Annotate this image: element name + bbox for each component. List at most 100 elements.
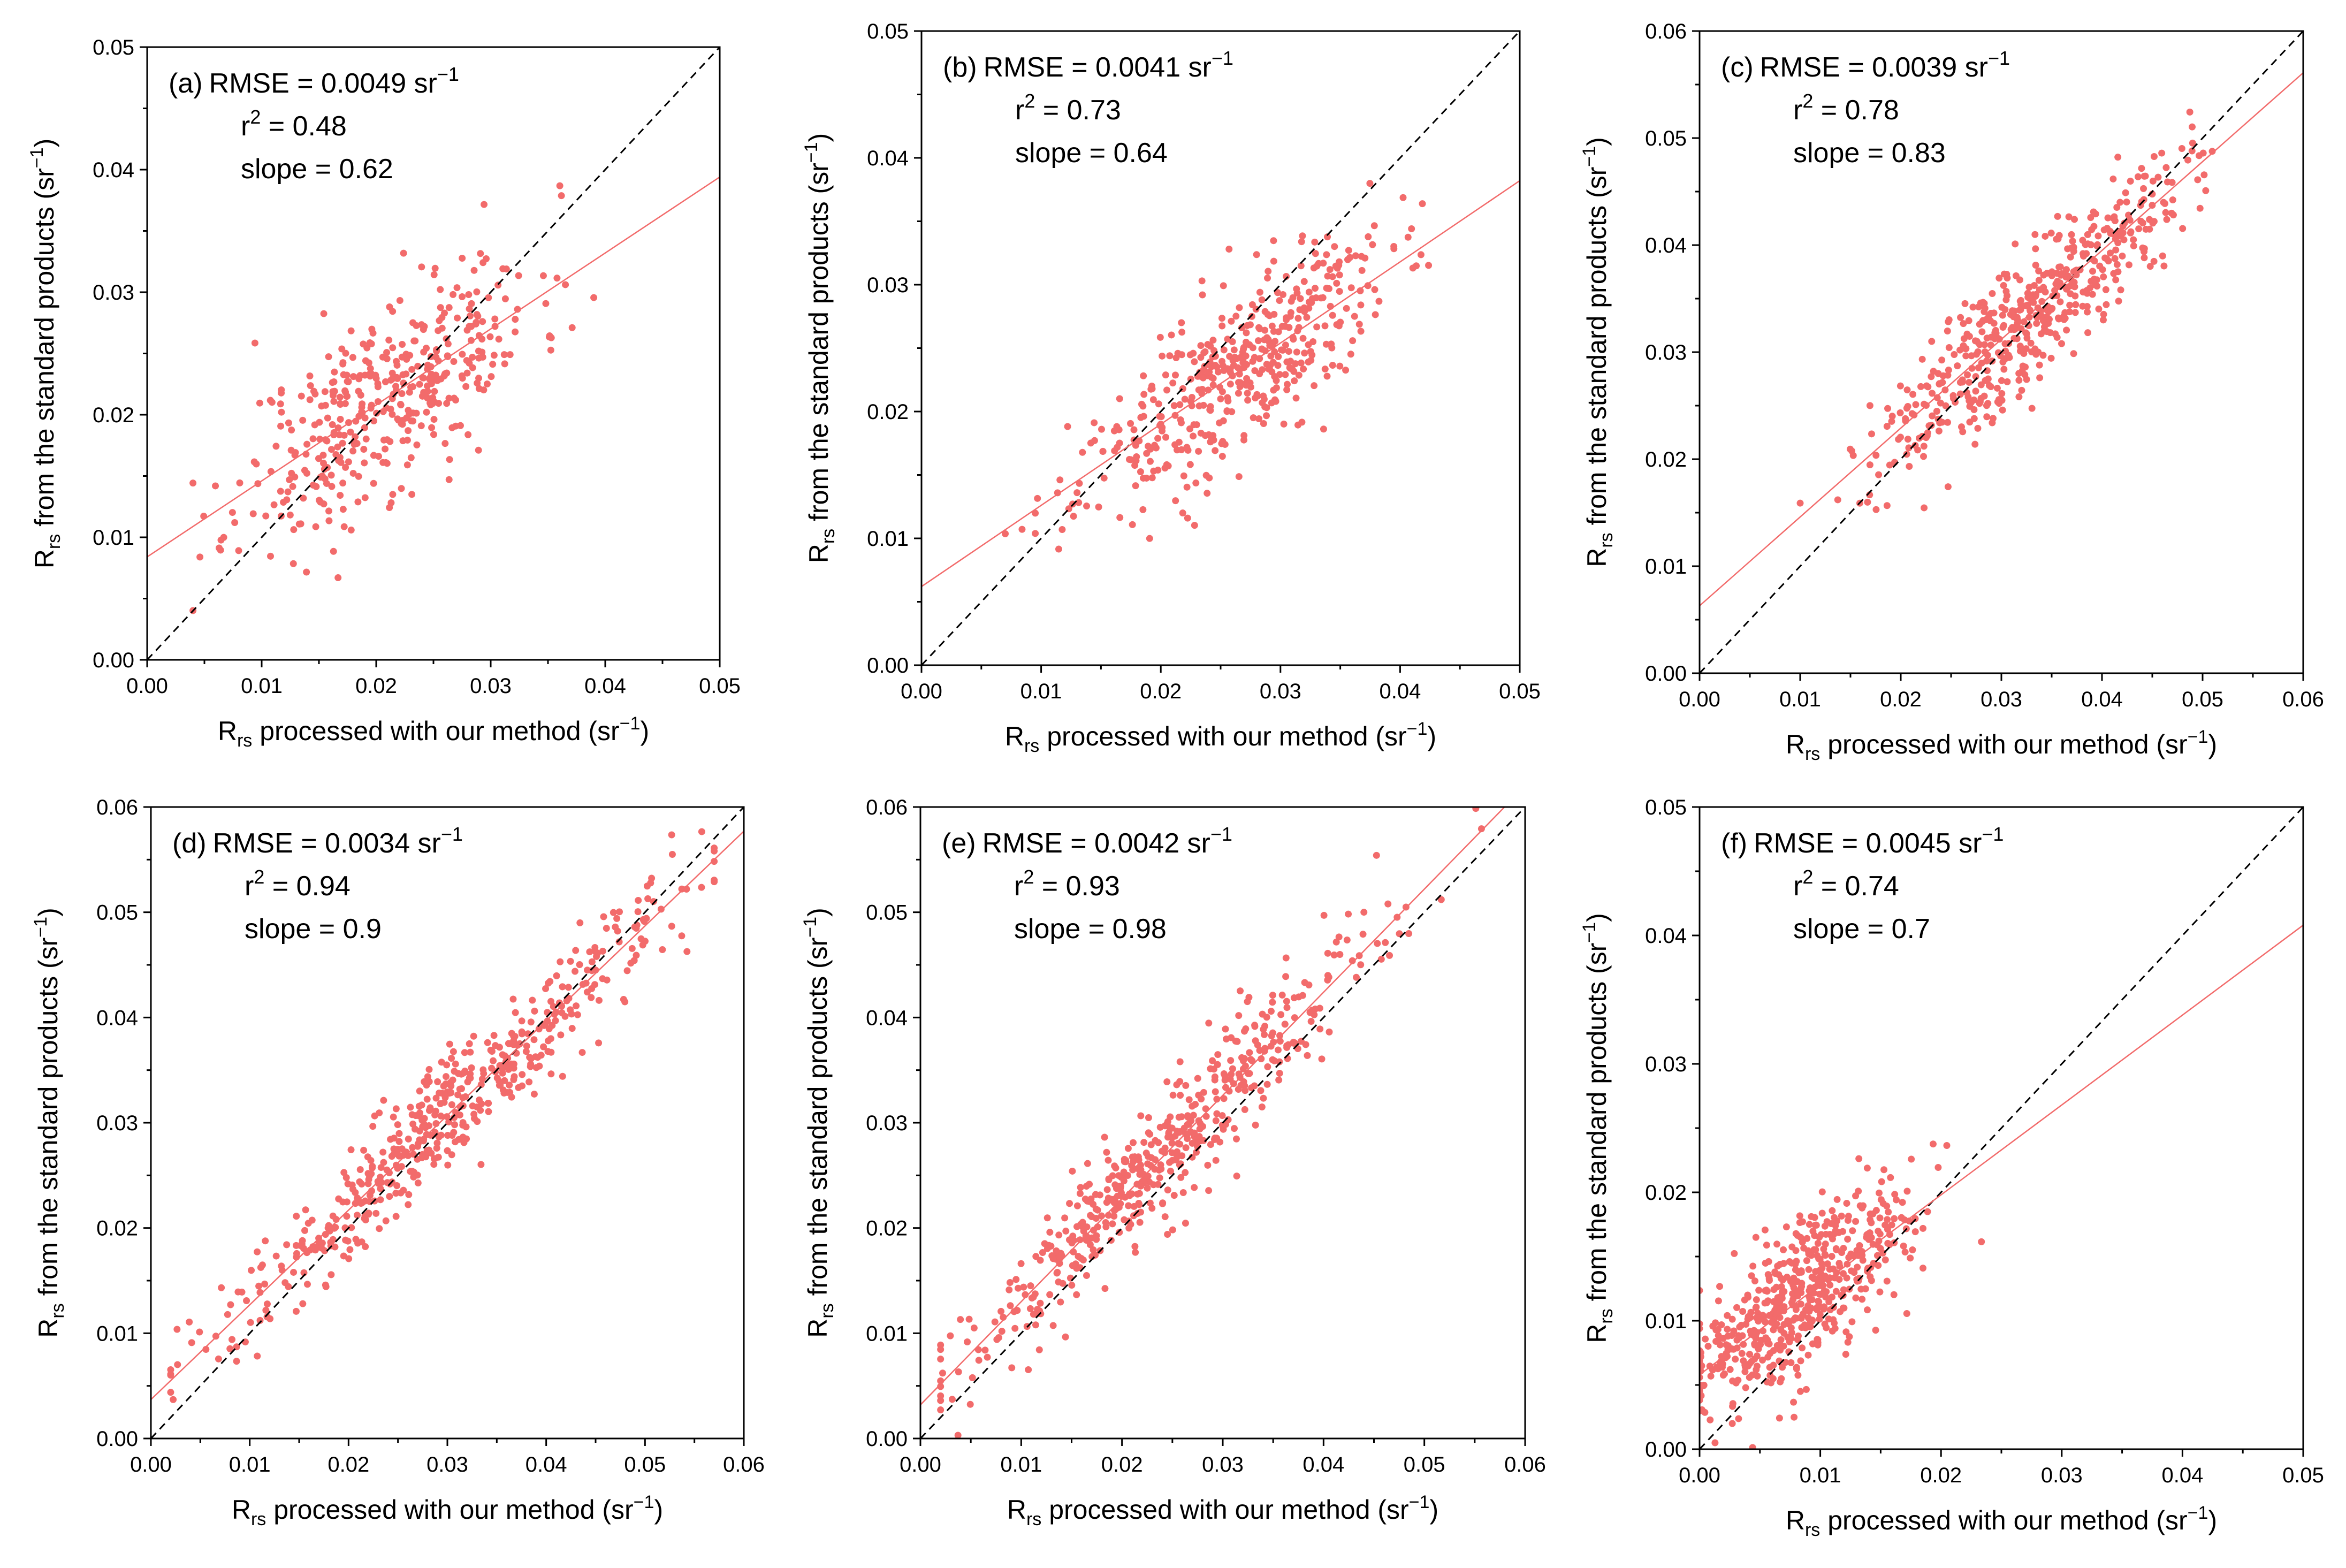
- rmse-annotation: (d) RMSE = 0.0034 sr−1: [172, 823, 463, 859]
- data-point: [2106, 249, 2114, 257]
- data-point: [1908, 1155, 1915, 1163]
- data-point: [327, 471, 335, 479]
- data-point: [509, 995, 517, 1003]
- data-point: [1903, 405, 1910, 412]
- data-point: [1848, 1318, 1856, 1326]
- data-point: [1140, 413, 1147, 420]
- data-point: [1320, 911, 1328, 919]
- data-point: [1174, 1128, 1181, 1135]
- data-point: [212, 482, 219, 490]
- data-point: [1255, 324, 1262, 331]
- data-point: [2038, 298, 2046, 305]
- x-tick-label: 0.03: [426, 1453, 468, 1476]
- slope-annotation: slope = 0.83: [1793, 138, 1946, 169]
- data-point: [1983, 413, 1991, 421]
- data-point: [1006, 1286, 1013, 1293]
- data-point: [292, 1307, 300, 1315]
- data-point: [1408, 225, 1415, 232]
- data-point: [650, 898, 657, 905]
- data-point: [447, 1089, 455, 1097]
- data-point: [1733, 1304, 1741, 1311]
- data-point: [1700, 1407, 1703, 1415]
- data-point: [1804, 1247, 1812, 1254]
- data-point: [1084, 1160, 1091, 1167]
- data-point: [1797, 1357, 1804, 1365]
- data-point: [344, 392, 351, 400]
- data-point: [572, 947, 580, 954]
- data-point: [1702, 1335, 1709, 1343]
- data-point: [1936, 419, 1944, 427]
- data-point: [1343, 936, 1351, 943]
- data-point: [553, 972, 560, 979]
- data-point: [1216, 1138, 1224, 1146]
- data-point: [1866, 402, 1873, 409]
- data-point: [1777, 1336, 1785, 1343]
- data-point: [1161, 1213, 1169, 1221]
- data-point: [1883, 423, 1891, 430]
- data-point: [2138, 165, 2145, 172]
- data-point: [1156, 1174, 1163, 1182]
- data-point: [1166, 1124, 1173, 1131]
- data-point: [1912, 401, 1920, 408]
- x-tick-label: 0.02: [1880, 688, 1922, 711]
- data-point: [2084, 240, 2092, 248]
- data-point: [1276, 1038, 1284, 1045]
- data-point: [1815, 1297, 1822, 1305]
- data-point: [1213, 1095, 1221, 1103]
- y-tick-label: 0.04: [1645, 924, 1687, 948]
- data-point: [254, 1248, 261, 1255]
- data-point: [1981, 348, 1989, 355]
- data-point: [266, 397, 274, 404]
- data-point: [1236, 304, 1243, 311]
- data-point: [345, 458, 352, 466]
- slope-annotation: slope = 0.64: [1015, 138, 1168, 169]
- data-point: [366, 1192, 374, 1199]
- data-point: [1220, 282, 1227, 290]
- data-point: [1109, 1220, 1116, 1228]
- data-point: [1120, 1168, 1128, 1176]
- data-point: [1148, 382, 1155, 390]
- data-point: [1032, 1321, 1039, 1329]
- data-point: [1192, 479, 1200, 487]
- data-point: [356, 1178, 363, 1185]
- fit-line: [920, 807, 1506, 1405]
- data-point: [1807, 1318, 1814, 1325]
- one-to-one-line: [921, 31, 1520, 665]
- data-point: [433, 1144, 440, 1152]
- data-point: [1292, 394, 1300, 402]
- x-tick-label: 0.06: [723, 1453, 765, 1476]
- data-point: [1214, 1051, 1222, 1059]
- data-point: [1121, 1216, 1128, 1223]
- data-point: [1731, 1250, 1738, 1257]
- data-point: [1711, 1439, 1719, 1447]
- data-point: [1780, 1246, 1787, 1253]
- points-a: [189, 182, 598, 614]
- data-point: [412, 1125, 419, 1133]
- data-point: [1221, 1072, 1229, 1079]
- data-point: [355, 473, 362, 480]
- data-point: [1278, 346, 1285, 354]
- data-point: [349, 354, 356, 361]
- data-point: [1176, 1078, 1184, 1085]
- data-point: [947, 1332, 954, 1339]
- r2-annotation: r2 = 0.74: [1793, 866, 1899, 902]
- data-point: [2035, 348, 2042, 356]
- data-point: [1844, 1216, 1852, 1224]
- data-point: [1103, 1186, 1111, 1193]
- data-point: [1349, 957, 1356, 964]
- data-point: [1269, 992, 1276, 999]
- data-point: [1716, 1335, 1723, 1342]
- data-point: [1240, 1055, 1248, 1062]
- data-point: [1307, 1009, 1314, 1016]
- x-axis-label: Rrs processed with our method (sr−1): [218, 713, 649, 751]
- data-point: [1311, 285, 1319, 292]
- x-tick-label: 0.05: [2182, 688, 2223, 711]
- data-point: [591, 981, 599, 988]
- data-point: [1187, 1117, 1194, 1125]
- data-point: [398, 390, 406, 397]
- data-point: [1105, 1156, 1112, 1164]
- data-point: [1244, 397, 1252, 404]
- data-point: [1194, 1075, 1201, 1082]
- data-point: [1228, 317, 1235, 325]
- data-point: [1998, 390, 2006, 397]
